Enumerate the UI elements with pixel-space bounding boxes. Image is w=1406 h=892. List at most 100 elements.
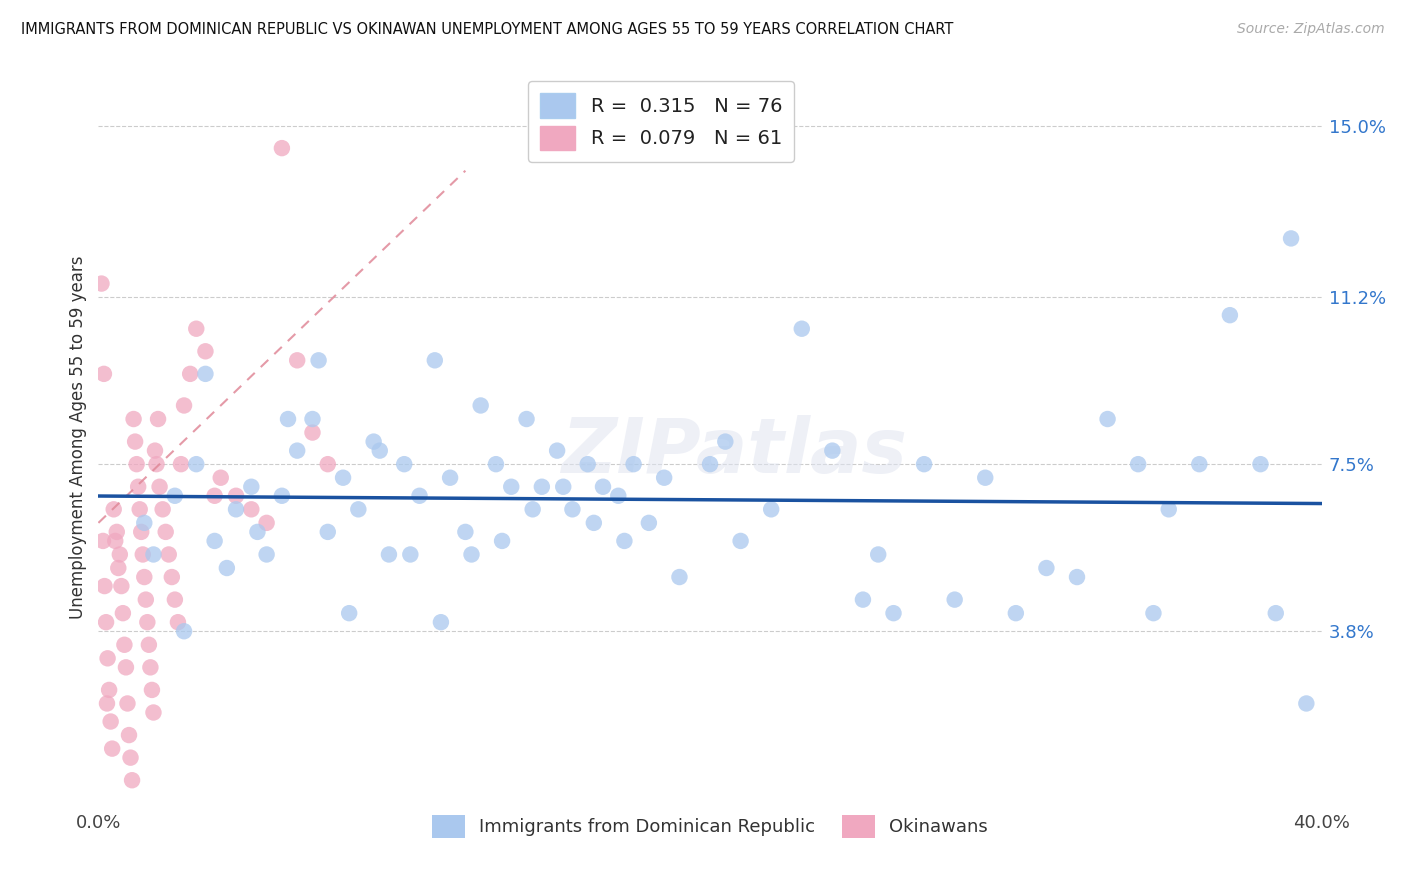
- Point: [124, 434, 146, 449]
- Point: [108, 548, 131, 562]
- Point: [146, 412, 169, 426]
- Point: [136, 615, 159, 630]
- Y-axis label: Unemployment Among Ages 55 to 59 years: Unemployment Among Ages 55 to 59 years: [69, 255, 87, 619]
- Point: [104, 533, 127, 548]
- Point: [225, 489, 247, 503]
- Point: [308, 353, 330, 368]
- Point: [98, 682, 121, 697]
- Point: [1250, 457, 1272, 471]
- Point: [582, 516, 605, 530]
- Point: [118, 728, 141, 742]
- Point: [96, 697, 118, 711]
- Point: [240, 480, 263, 494]
- Point: [1142, 606, 1164, 620]
- Point: [204, 489, 226, 503]
- Point: [491, 533, 513, 548]
- Point: [301, 425, 323, 440]
- Point: [100, 714, 122, 729]
- Point: [285, 353, 308, 368]
- Point: [454, 524, 477, 539]
- Point: [883, 606, 905, 620]
- Point: [142, 706, 165, 720]
- Point: [139, 660, 162, 674]
- Point: [117, 697, 139, 711]
- Point: [868, 548, 890, 562]
- Point: [149, 480, 172, 494]
- Point: [240, 502, 263, 516]
- Point: [110, 579, 132, 593]
- Point: [90, 277, 112, 291]
- Point: [91, 533, 114, 548]
- Point: [256, 548, 278, 562]
- Point: [285, 443, 308, 458]
- Point: [378, 548, 401, 562]
- Point: [699, 457, 721, 471]
- Point: [97, 651, 120, 665]
- Point: [408, 489, 430, 503]
- Point: [1128, 457, 1150, 471]
- Point: [392, 457, 416, 471]
- Point: [270, 141, 294, 155]
- Point: [561, 502, 583, 516]
- Point: [270, 489, 294, 503]
- Point: [470, 399, 492, 413]
- Point: [256, 516, 278, 530]
- Point: [157, 548, 180, 562]
- Point: [186, 457, 208, 471]
- Point: [852, 592, 875, 607]
- Point: [194, 367, 217, 381]
- Point: [485, 457, 508, 471]
- Point: [179, 367, 201, 381]
- Point: [637, 516, 661, 530]
- Point: [430, 615, 453, 630]
- Point: [592, 480, 614, 494]
- Point: [170, 457, 193, 471]
- Point: [1188, 457, 1211, 471]
- Point: [301, 412, 323, 426]
- Point: [668, 570, 690, 584]
- Point: [135, 592, 157, 607]
- Point: [128, 502, 150, 516]
- Point: [714, 434, 737, 449]
- Point: [204, 533, 226, 548]
- Point: [163, 489, 186, 503]
- Point: [194, 344, 217, 359]
- Point: [173, 624, 195, 639]
- Point: [652, 471, 675, 485]
- Point: [399, 548, 422, 562]
- Text: Source: ZipAtlas.com: Source: ZipAtlas.com: [1237, 22, 1385, 37]
- Point: [623, 457, 645, 471]
- Point: [246, 524, 269, 539]
- Point: [1097, 412, 1119, 426]
- Point: [501, 480, 523, 494]
- Point: [160, 570, 183, 584]
- Point: [115, 660, 138, 674]
- Point: [1219, 308, 1241, 322]
- Point: [790, 322, 813, 336]
- Point: [546, 443, 568, 458]
- Point: [1004, 606, 1026, 620]
- Point: [225, 502, 247, 516]
- Point: [277, 412, 299, 426]
- Point: [730, 533, 752, 548]
- Point: [912, 457, 935, 471]
- Point: [112, 638, 135, 652]
- Point: [522, 502, 544, 516]
- Point: [186, 322, 208, 336]
- Text: IMMIGRANTS FROM DOMINICAN REPUBLIC VS OKINAWAN UNEMPLOYMENT AMONG AGES 55 TO 59 : IMMIGRANTS FROM DOMINICAN REPUBLIC VS OK…: [21, 22, 953, 37]
- Point: [93, 367, 115, 381]
- Point: [332, 471, 354, 485]
- Legend: Immigrants from Dominican Republic, Okinawans: Immigrants from Dominican Republic, Okin…: [425, 807, 995, 845]
- Point: [121, 773, 143, 788]
- Point: [316, 524, 339, 539]
- Point: [132, 548, 155, 562]
- Point: [1066, 570, 1088, 584]
- Point: [316, 457, 339, 471]
- Point: [363, 434, 385, 449]
- Point: [152, 502, 174, 516]
- Point: [460, 548, 482, 562]
- Point: [516, 412, 538, 426]
- Point: [209, 471, 232, 485]
- Point: [821, 443, 844, 458]
- Point: [607, 489, 630, 503]
